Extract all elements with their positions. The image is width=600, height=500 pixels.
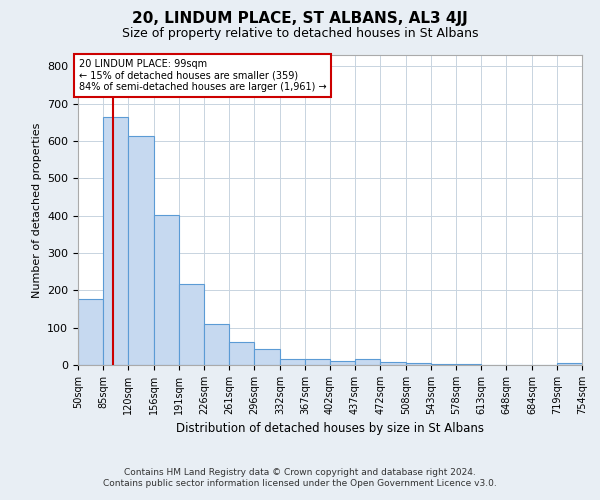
Bar <box>330 360 355 365</box>
Bar <box>557 363 582 365</box>
Bar <box>431 364 456 365</box>
Bar <box>179 284 204 365</box>
Bar <box>380 362 406 365</box>
Bar <box>204 324 229 365</box>
Bar <box>406 363 431 365</box>
Text: 20 LINDUM PLACE: 99sqm
← 15% of detached houses are smaller (359)
84% of semi-de: 20 LINDUM PLACE: 99sqm ← 15% of detached… <box>79 58 326 92</box>
Bar <box>456 364 481 365</box>
X-axis label: Distribution of detached houses by size in St Albans: Distribution of detached houses by size … <box>176 422 484 436</box>
Bar <box>229 342 254 365</box>
Y-axis label: Number of detached properties: Number of detached properties <box>32 122 41 298</box>
Text: 20, LINDUM PLACE, ST ALBANS, AL3 4JJ: 20, LINDUM PLACE, ST ALBANS, AL3 4JJ <box>132 12 468 26</box>
Bar <box>254 350 280 365</box>
Text: Size of property relative to detached houses in St Albans: Size of property relative to detached ho… <box>122 28 478 40</box>
Bar <box>305 359 330 365</box>
Bar <box>103 118 128 365</box>
Bar <box>355 360 380 365</box>
Bar <box>154 215 179 365</box>
Text: Contains HM Land Registry data © Crown copyright and database right 2024.
Contai: Contains HM Land Registry data © Crown c… <box>103 468 497 487</box>
Bar <box>280 358 305 365</box>
Bar <box>78 298 103 365</box>
Bar <box>128 136 154 365</box>
